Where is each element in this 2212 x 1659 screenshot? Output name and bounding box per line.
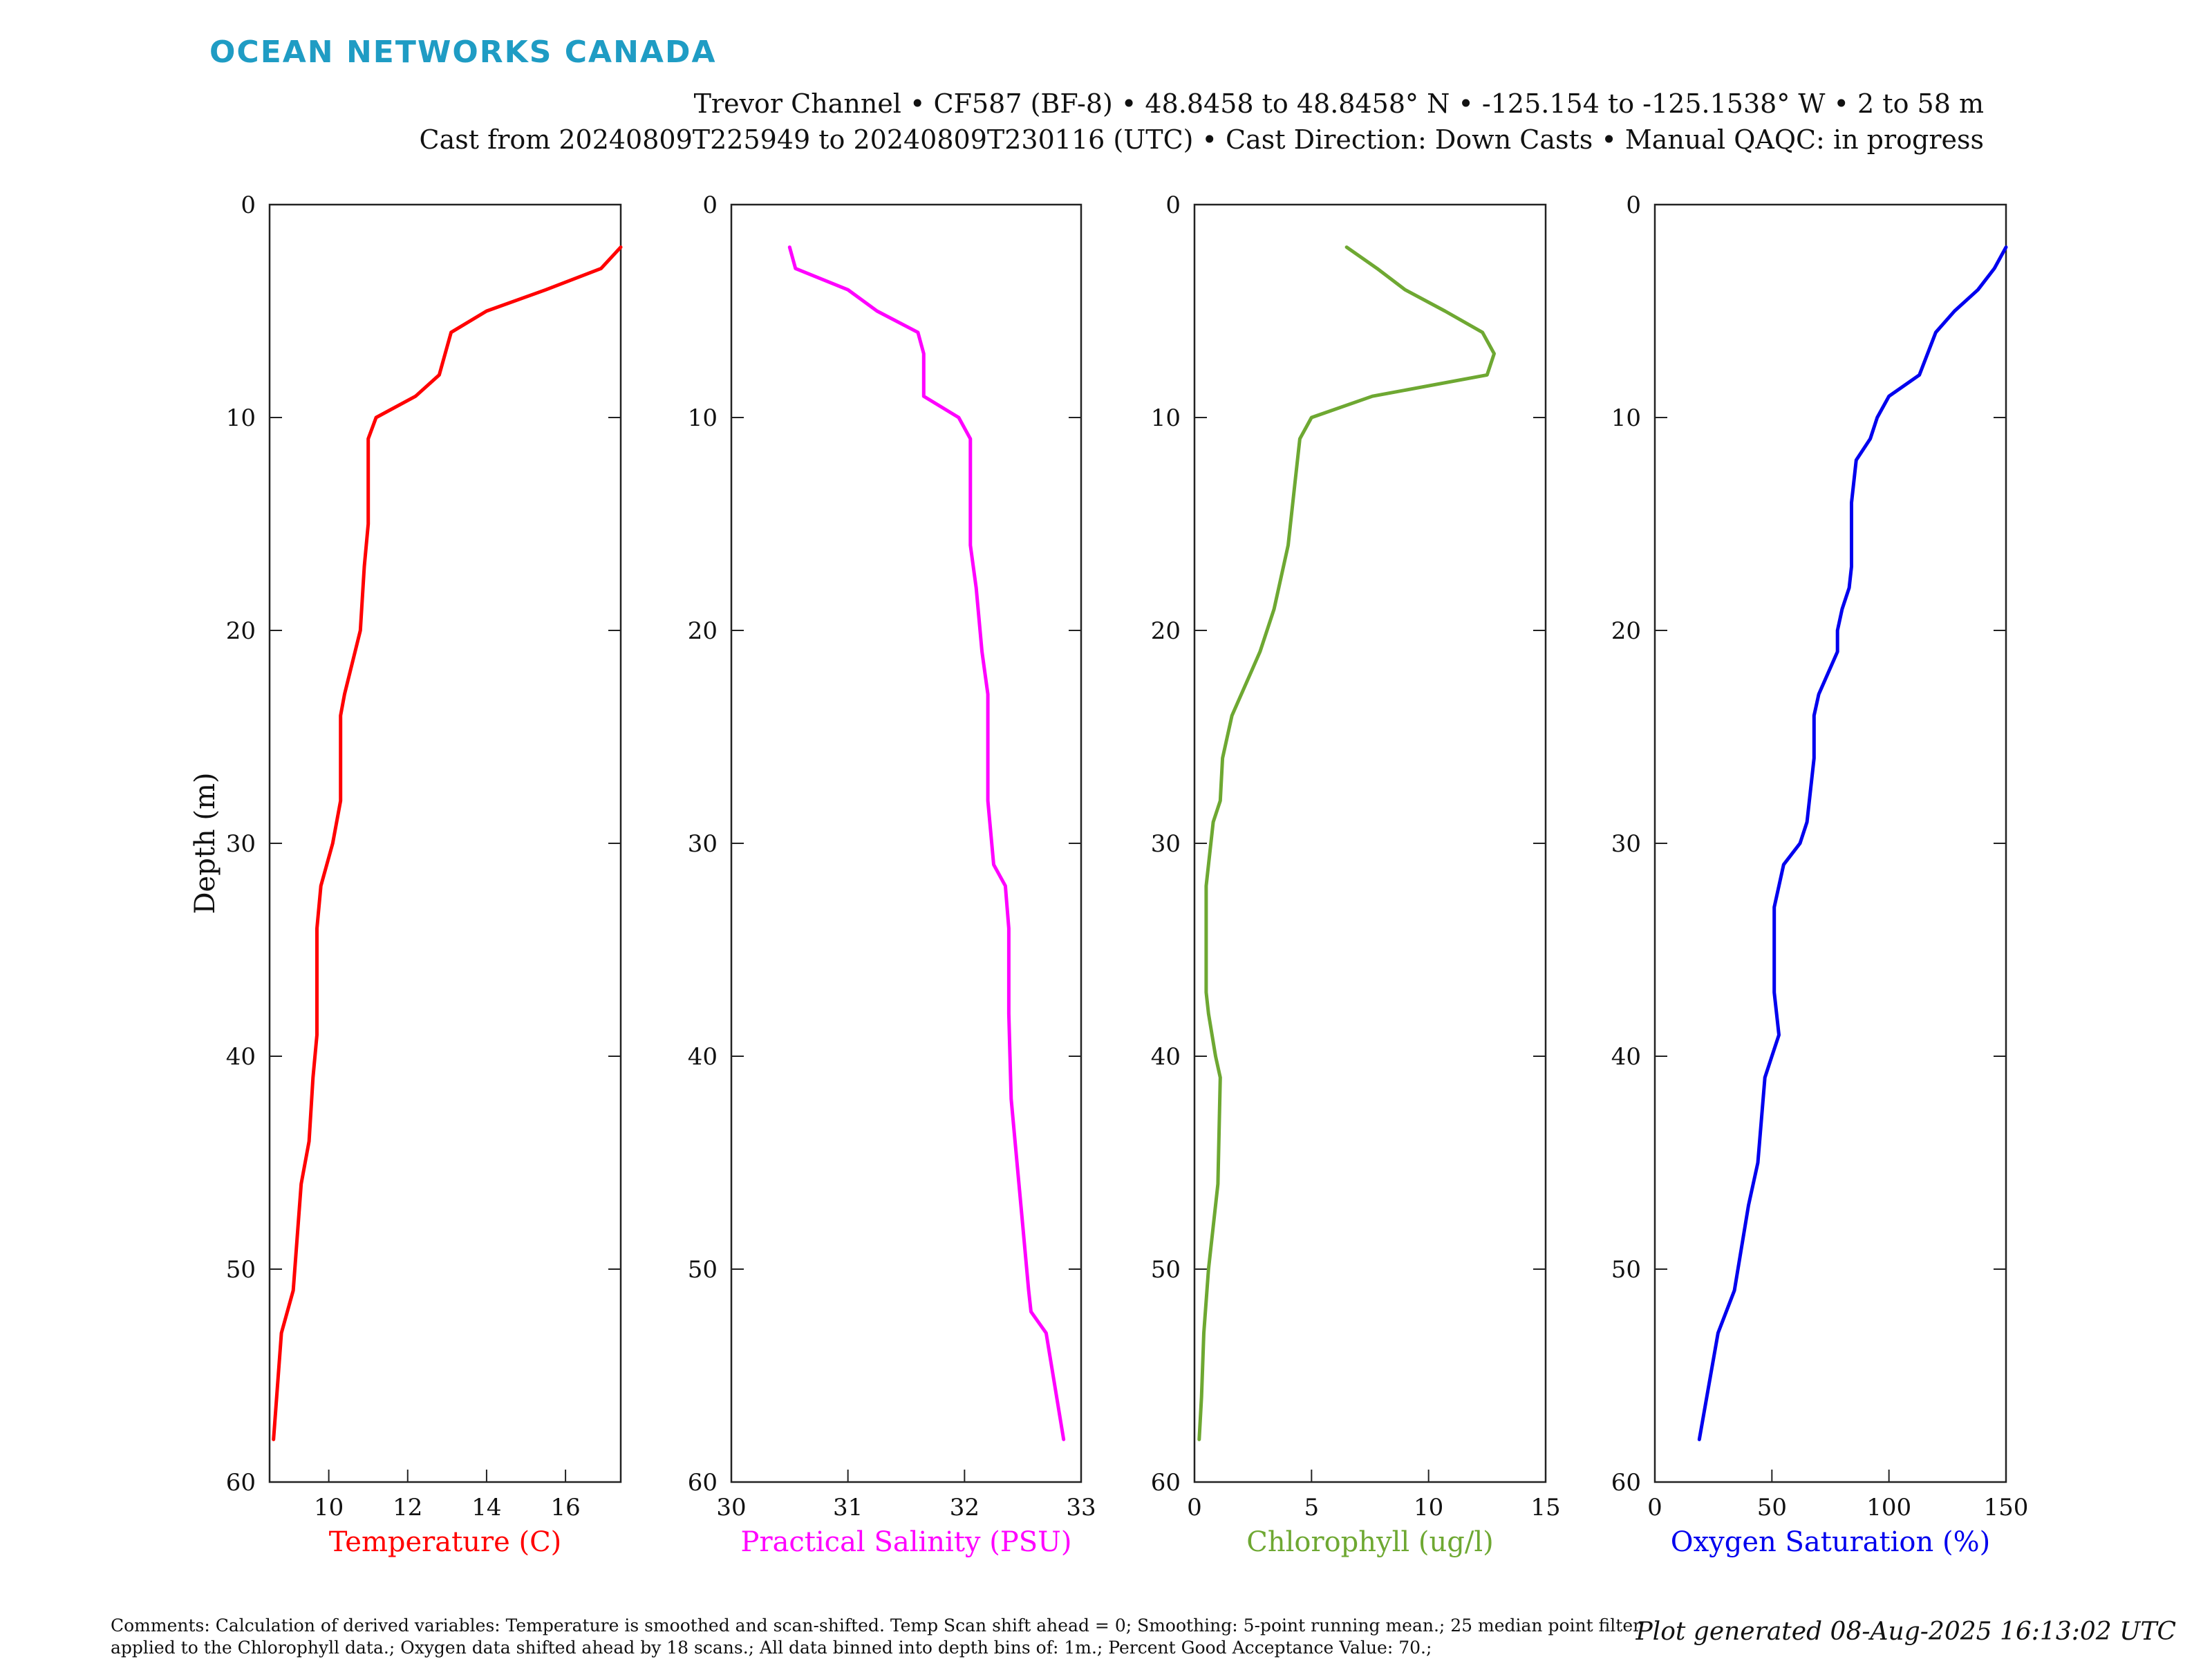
temperature-xtick-label: 10: [314, 1494, 344, 1521]
temperature-ytick-label: 60: [226, 1469, 256, 1497]
chlorophyll-ytick-label: 10: [1151, 404, 1181, 432]
brand-logo: OCEAN NETWORKS CANADA: [209, 35, 717, 70]
temperature-xaxis-label: Temperature (C): [329, 1526, 562, 1558]
temperature-xtick-label: 14: [471, 1494, 501, 1521]
temperature-ytick-label: 10: [226, 404, 256, 432]
temperature-profile-line: [272, 245, 623, 1441]
oxygen-saturation-ytick-label: 60: [1611, 1469, 1641, 1497]
temperature-ytick-label: 40: [226, 1043, 256, 1071]
chlorophyll-ytick-label: 30: [1151, 830, 1181, 858]
practical-salinity-ytick-label: 0: [702, 191, 718, 219]
temperature-axes-frame: [268, 203, 622, 1483]
oxygen-saturation-ytick-label: 20: [1611, 617, 1641, 645]
oxygen-saturation-xtick-label: 150: [1984, 1494, 2029, 1521]
oxygen-saturation-xtick-label: 100: [1866, 1494, 1911, 1521]
plot-title-line1: Trevor Channel • CF587 (BF-8) • 48.8458 …: [693, 88, 1984, 119]
oxygen-saturation-ytick-label: 50: [1611, 1256, 1641, 1284]
oxygen-saturation-ytick-label: 30: [1611, 830, 1641, 858]
oxygen-saturation-ytick-label: 0: [1626, 191, 1641, 219]
chlorophyll-ytick-label: 50: [1151, 1256, 1181, 1284]
processing-comments: Comments: Calculation of derived variabl…: [111, 1615, 1642, 1658]
chlorophyll-ytick-label: 60: [1151, 1469, 1181, 1497]
chlorophyll-ytick-label: 0: [1165, 191, 1181, 219]
chlorophyll-xtick-label: 5: [1304, 1494, 1320, 1521]
practical-salinity-xtick-label: 33: [1066, 1494, 1096, 1521]
temperature-xtick-label: 16: [550, 1494, 580, 1521]
temperature-xtick-label: 12: [393, 1494, 422, 1521]
chlorophyll-ytick-label: 20: [1151, 617, 1181, 645]
temperature-ytick-label: 30: [226, 830, 256, 858]
chlorophyll-xtick-label: 0: [1187, 1494, 1202, 1521]
depth-axis-label: Depth (m): [189, 772, 221, 914]
oxygen-saturation-ytick-label: 10: [1611, 404, 1641, 432]
practical-salinity-ytick-label: 20: [688, 617, 718, 645]
practical-salinity-ytick-label: 50: [688, 1256, 718, 1284]
practical-salinity-ytick-label: 10: [688, 404, 718, 432]
practical-salinity-ytick-label: 60: [688, 1469, 718, 1497]
oxygen-saturation-xtick-label: 50: [1757, 1494, 1787, 1521]
practical-salinity-profile-line: [787, 245, 1066, 1441]
chlorophyll-xtick-label: 15: [1530, 1494, 1560, 1521]
oxygen-saturation-ytick-label: 40: [1611, 1043, 1641, 1071]
practical-salinity-ytick-label: 30: [688, 830, 718, 858]
generated-timestamp: Plot generated 08-Aug-2025 16:13:02 UTC: [1635, 1618, 2176, 1646]
chlorophyll-xaxis-label: Chlorophyll (ug/l): [1246, 1526, 1494, 1558]
chlorophyll-profile-line: [1197, 245, 1496, 1441]
temperature-ytick-label: 0: [241, 191, 256, 219]
plot-title-line2: Cast from 20240809T225949 to 20240809T23…: [419, 124, 1984, 155]
oxygen-saturation-xtick-label: 0: [1647, 1494, 1662, 1521]
practical-salinity-ytick-label: 40: [688, 1043, 718, 1071]
chlorophyll-ytick-label: 40: [1151, 1043, 1181, 1071]
oxygen-saturation-xaxis-label: Oxygen Saturation (%): [1671, 1526, 1990, 1558]
practical-salinity-xtick-label: 32: [950, 1494, 980, 1521]
oxygen-saturation-axes-frame: [1653, 203, 2007, 1483]
temperature-ytick-label: 20: [226, 617, 256, 645]
oxygen-saturation-profile-line: [1697, 245, 2008, 1441]
practical-salinity-xtick-label: 31: [833, 1494, 863, 1521]
temperature-ytick-label: 50: [226, 1256, 256, 1284]
practical-salinity-xaxis-label: Practical Salinity (PSU): [741, 1526, 1072, 1558]
practical-salinity-xtick-label: 30: [716, 1494, 746, 1521]
chlorophyll-xtick-label: 10: [1414, 1494, 1443, 1521]
